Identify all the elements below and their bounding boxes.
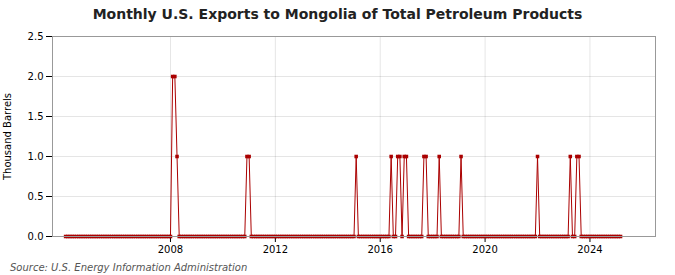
svg-text:2024: 2024 [577, 244, 602, 255]
svg-text:2020: 2020 [472, 244, 497, 255]
html-text:Source: U.S. Energy Informatio: Source: U.S. Energy Information Administ… [10, 262, 248, 273]
svg-text:2016: 2016 [367, 244, 392, 255]
svg-text:1.5: 1.5 [28, 111, 44, 122]
svg-text:2008: 2008 [158, 244, 183, 255]
svg-text:2012: 2012 [263, 244, 288, 255]
html-text:Monthly U.S. Exports to Mongol: Monthly U.S. Exports to Mongolia of Tota… [92, 6, 583, 22]
svg-text:2.0: 2.0 [28, 71, 44, 82]
svg-text:0.5: 0.5 [28, 191, 44, 202]
svg-text:1.0: 1.0 [28, 151, 44, 162]
svg-text:0.0: 0.0 [28, 231, 44, 242]
svg-text:Thousand Barrels: Thousand Barrels [2, 93, 13, 181]
svg-text:2.5: 2.5 [28, 31, 44, 42]
